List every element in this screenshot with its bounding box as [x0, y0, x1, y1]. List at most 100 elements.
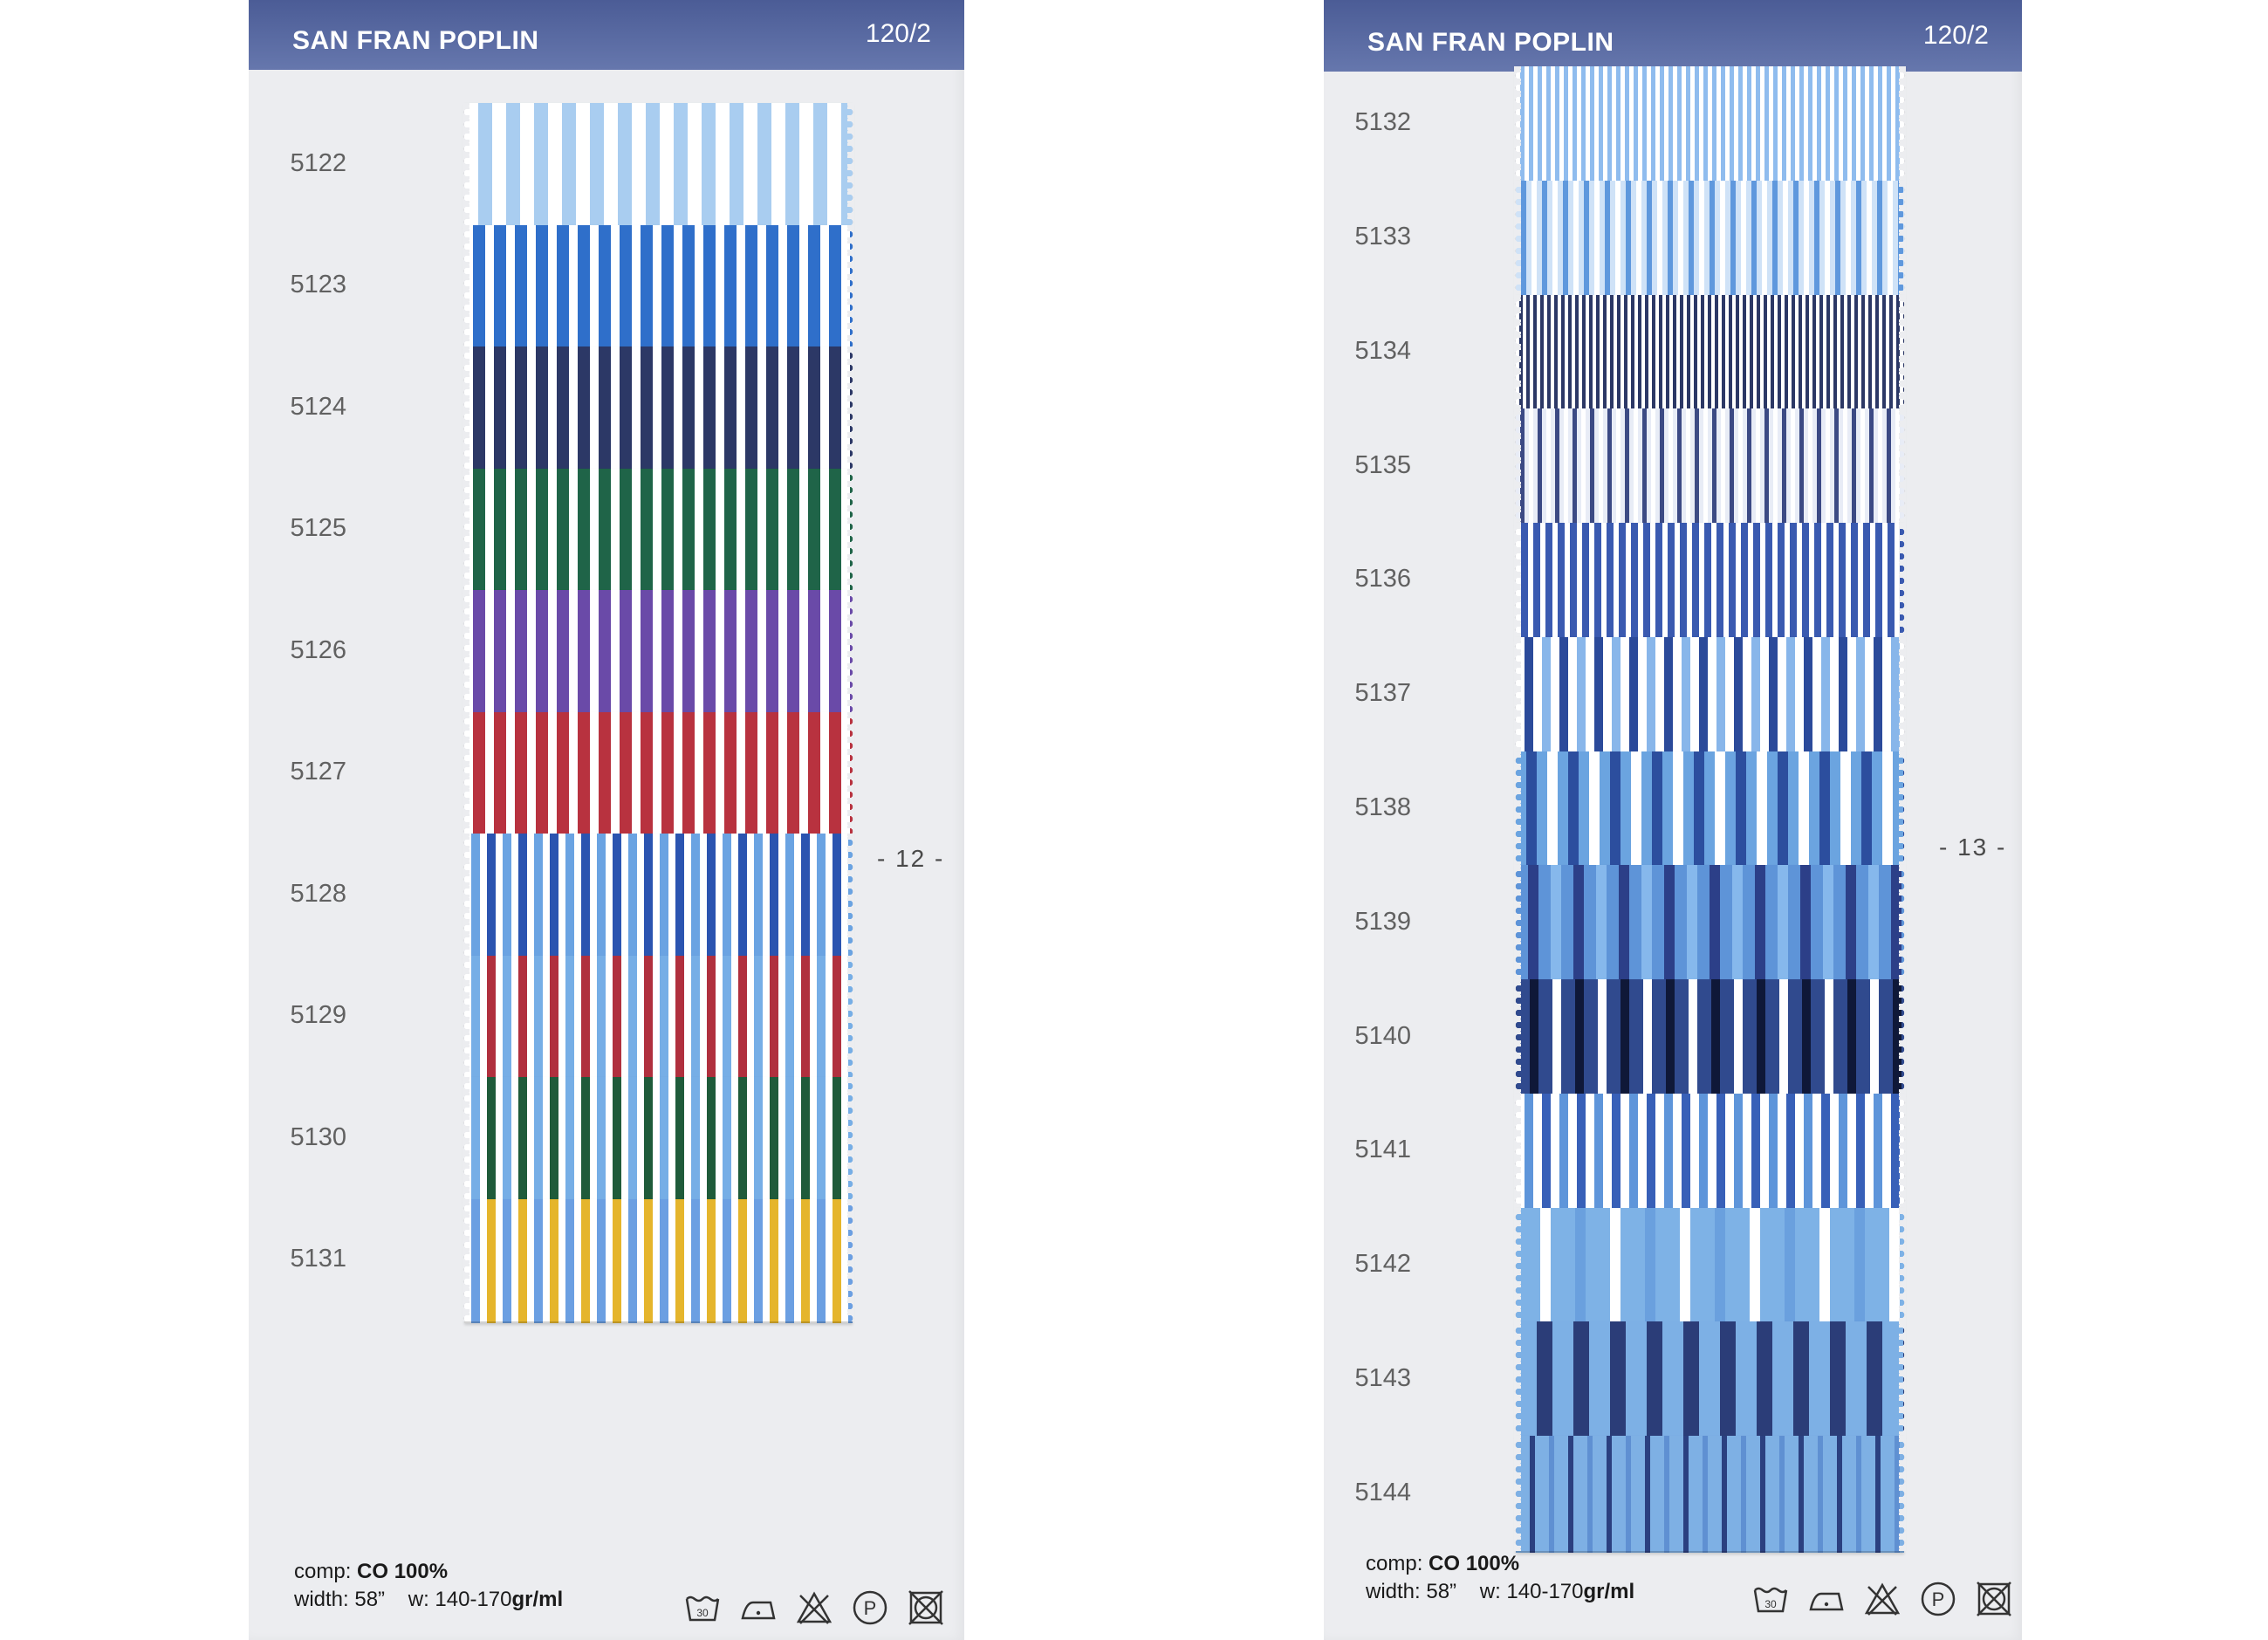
swatch-card-left: SAN FRAN POPLIN 120/2 5122 5123 5124 5125 51…	[249, 0, 964, 1640]
weight-unit: gr/ml	[511, 1588, 564, 1611]
swatch-code-label: 5124	[290, 392, 346, 421]
comp-value: CO 100%	[1429, 1552, 1520, 1575]
pinked-edge-right	[1899, 636, 1906, 752]
swatch-code-label: 5135	[1354, 450, 1411, 479]
pinked-edge-right	[1899, 751, 1906, 867]
card-header: SAN FRAN POPLIN 120/2	[1324, 0, 2022, 72]
pinked-edge-left	[1514, 1093, 1521, 1209]
fabric-specs: comp: CO 100% width: 58” w: 140-170gr/ml	[294, 1558, 563, 1614]
pinked-edge-left	[463, 224, 469, 347]
pinked-edge-left	[463, 711, 469, 834]
page-number: - 12 -	[877, 845, 945, 872]
fabric-swatch-5140	[1514, 979, 1906, 1096]
pinked-edge-left	[463, 955, 469, 1078]
swatch-code-label: 5144	[1354, 1478, 1411, 1506]
svg-text:30: 30	[696, 1607, 709, 1619]
pinked-edge-left	[1514, 294, 1521, 410]
swatch-code-label: 5139	[1354, 907, 1411, 936]
no-tumble-dry-icon	[1975, 1580, 2013, 1618]
fabric-swatch-5133	[1514, 180, 1906, 298]
fabric-swatch-5123	[463, 224, 854, 349]
swatch-code-label: 5142	[1354, 1250, 1411, 1279]
comp-label: comp:	[1366, 1552, 1423, 1575]
pinked-edge-left	[1514, 66, 1521, 182]
pinked-edge-right	[847, 834, 854, 957]
fabric-specs: comp: CO 100% width: 58” w: 140-170gr/ml	[1366, 1550, 1634, 1606]
svg-text:30: 30	[1764, 1598, 1777, 1610]
fabric-swatch-5144	[1514, 1436, 1906, 1553]
no-bleach-icon	[1863, 1580, 1901, 1618]
pinked-edge-left	[1514, 408, 1521, 525]
pinked-edge-right	[1899, 1207, 1906, 1323]
fabric-swatch-5137	[1514, 636, 1906, 754]
pinked-edge-left	[463, 103, 469, 226]
pinked-edge-right	[1899, 523, 1906, 638]
pinked-edge-left	[463, 347, 469, 470]
pinked-edge-left	[463, 468, 469, 591]
iron-low-icon	[1807, 1580, 1846, 1618]
swatch-code-label: 5126	[290, 635, 346, 664]
fabric-swatch-5131	[463, 1198, 854, 1323]
pinked-edge-right	[1899, 294, 1906, 410]
pinked-edge-right	[847, 224, 854, 347]
care-icons: 30 P	[1751, 1580, 2013, 1618]
fabric-swatch-5136	[1514, 523, 1906, 640]
swatch-code-label: 5137	[1354, 679, 1411, 708]
pinked-edge-right	[1899, 66, 1906, 182]
swatch-code-label: 5133	[1354, 223, 1411, 251]
width-label: width: 58”	[294, 1588, 386, 1611]
pinked-edge-right	[1899, 180, 1906, 296]
fabric-swatch-5134	[1514, 294, 1906, 412]
pinked-edge-left	[463, 590, 469, 713]
card-header: SAN FRAN POPLIN 120/2	[249, 0, 964, 70]
pinked-edge-left	[1514, 979, 1521, 1094]
wash-30-icon: 30	[683, 1589, 722, 1627]
fabric-swatch-5130	[463, 1077, 854, 1202]
swatch-code-label: 5125	[290, 514, 346, 543]
pinked-edge-left	[1514, 1207, 1521, 1323]
swatch-code-label: 5134	[1354, 336, 1411, 365]
fabric-swatch-5135	[1514, 408, 1906, 526]
swatch-code-label: 5130	[290, 1122, 346, 1151]
swatch-code-label: 5127	[290, 758, 346, 786]
fabric-swatch-5122	[463, 103, 854, 228]
yarn-count: 120/2	[865, 19, 931, 48]
width-label: width: 58”	[1366, 1580, 1457, 1603]
swatch-code-label: 5138	[1354, 793, 1411, 821]
fabric-swatch-5126	[463, 590, 854, 715]
swatch-code-label: 5122	[290, 148, 346, 177]
comp-value: CO 100%	[357, 1560, 449, 1583]
care-icons: 30 P	[683, 1589, 945, 1627]
collection-title: SAN FRAN POPLIN	[292, 26, 539, 55]
pinked-edge-right	[1899, 865, 1906, 981]
iron-low-icon	[739, 1589, 778, 1627]
no-bleach-icon	[795, 1589, 833, 1627]
weight-label: w: 140-170	[408, 1588, 512, 1611]
pinked-edge-right	[847, 1198, 854, 1321]
pinked-edge-right	[847, 103, 854, 226]
fabric-swatch-5139	[1514, 865, 1906, 983]
pinked-edge-right	[847, 1077, 854, 1200]
dry-clean-p-icon: P	[1919, 1580, 1957, 1618]
fabric-swatch-5127	[463, 711, 854, 836]
swatch-code-label: 5136	[1354, 565, 1411, 594]
pinked-edge-left	[1514, 1436, 1521, 1551]
fabric-swatch-5132	[1514, 66, 1906, 183]
fabric-swatch-5138	[1514, 751, 1906, 868]
pinked-edge-left	[463, 834, 469, 957]
fabric-swatch-5128	[463, 834, 854, 958]
fabric-swatch-5129	[463, 955, 854, 1080]
swatch-card-right: SAN FRAN POPLIN 120/2 5132 5133 5134 5135 51…	[1324, 0, 2022, 1640]
fabric-swatch-5125	[463, 468, 854, 593]
svg-text:P: P	[864, 1597, 877, 1619]
no-tumble-dry-icon	[907, 1589, 945, 1627]
pinked-edge-left	[1514, 751, 1521, 867]
fabric-swatch-5143	[1514, 1321, 1906, 1439]
pinked-edge-right	[847, 468, 854, 591]
svg-text:P: P	[1932, 1589, 1945, 1610]
swatch-code-label: 5123	[290, 271, 346, 299]
pinked-edge-right	[847, 711, 854, 834]
collection-title: SAN FRAN POPLIN	[1367, 28, 1614, 57]
swatch-column: 5132 5133 5134 5135 5136 5137 5138 5139 5140 5141…	[1354, 66, 1906, 1553]
pinked-edge-right	[847, 955, 854, 1078]
